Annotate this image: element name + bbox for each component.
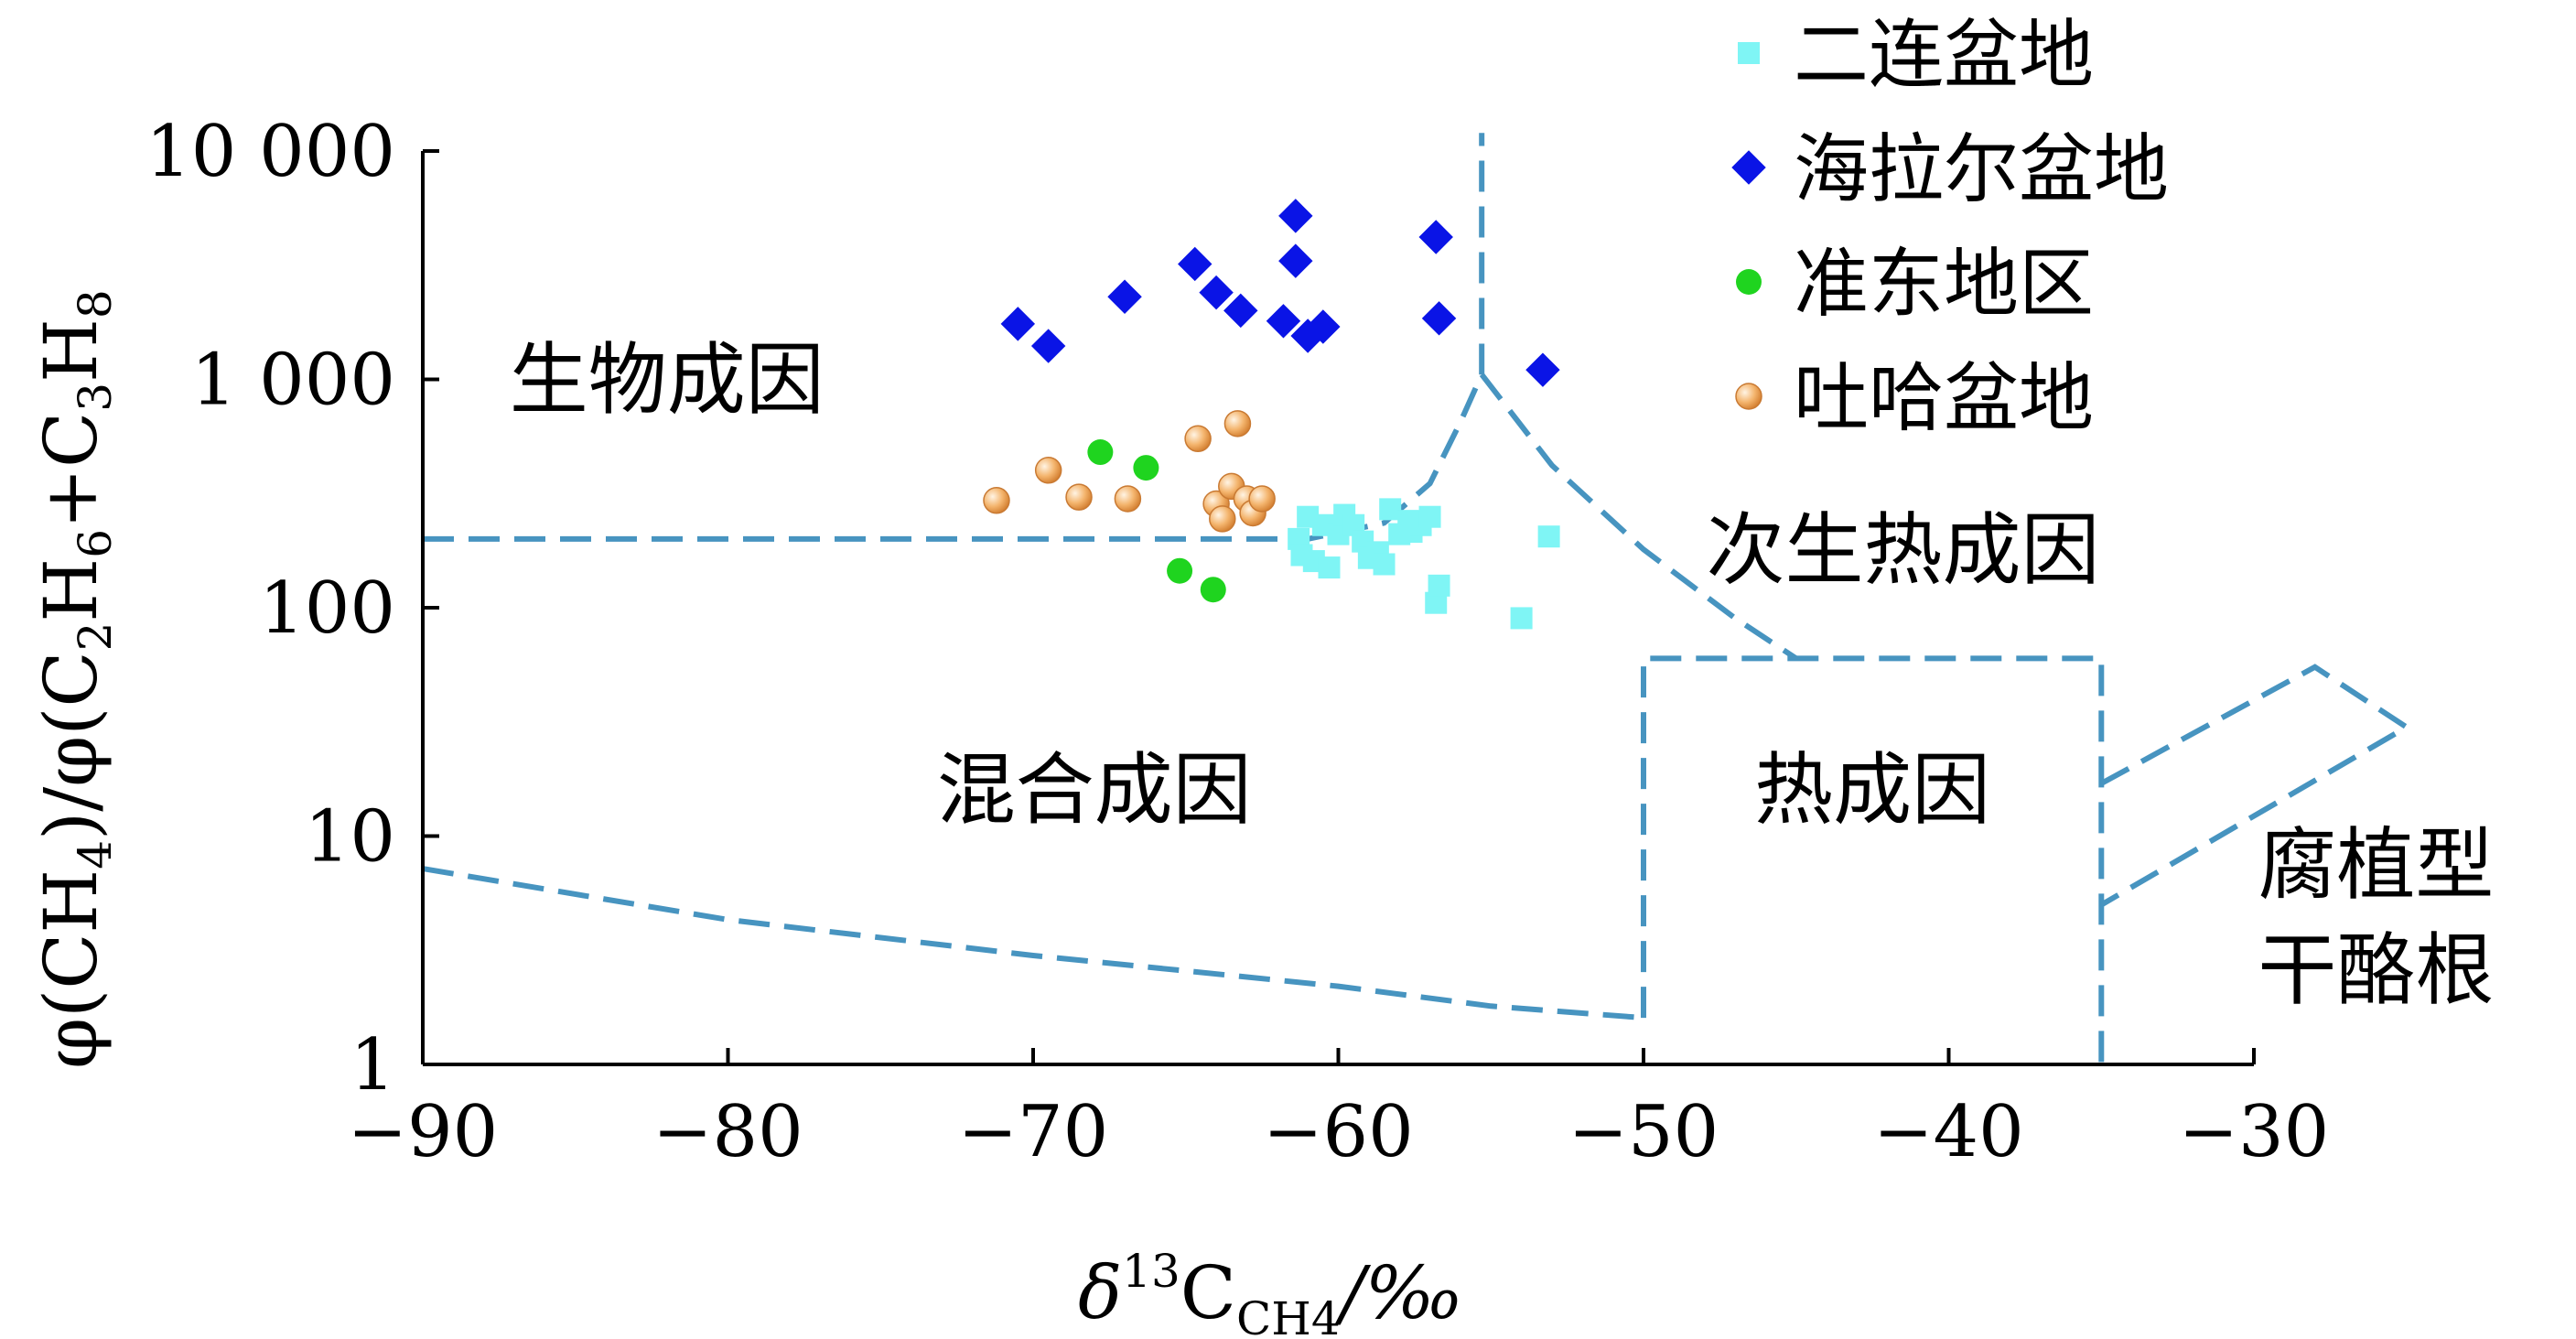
region-label: 腐植型 [2258,820,2494,912]
data-point-sphere [1065,483,1093,511]
x-tick-label: −90 [348,1091,499,1173]
data-point-square [1318,556,1341,579]
series-1 [1288,498,1560,630]
data-point-diamond [1266,304,1301,339]
y-tick-label: 10 [305,796,395,879]
legend-label: 海拉尔盆地 [1794,126,2169,213]
boundary-line-4 [1641,655,2105,1064]
series-4 [983,410,1276,533]
data-point-sphere [1209,505,1236,533]
legend-marker-diamond [1731,150,1766,185]
x-axis-title: δ13CCH4/‰ [1078,1245,1463,1339]
series-2 [1000,199,1560,387]
x-tick-label: −30 [2179,1091,2330,1173]
data-point-circle [1167,557,1193,584]
data-point-diamond [1525,352,1560,387]
region-label: 干酪根 [2258,924,2494,1016]
y-tick-label: 100 [259,567,395,650]
data-point-diamond [1030,329,1066,363]
region-label: 次生热成因 [1706,504,2099,596]
data-point-diamond [1421,301,1457,336]
data-point-diamond [1278,243,1313,278]
legend-marker-square [1738,42,1760,64]
data-point-diamond [1306,309,1341,344]
data-point-sphere [1034,457,1062,484]
boundary-line-2 [1479,373,1798,661]
legend-marker-sphere [1735,383,1762,410]
y-tick-label: 10 000 [146,111,395,193]
data-point-sphere [983,487,1010,514]
boundary-line-5 [2099,664,2412,908]
data-points [983,199,1560,630]
legend-marker-circle [1736,269,1762,295]
data-point-square [1379,498,1402,521]
data-point-diamond [1418,220,1453,254]
data-point-sphere [1223,410,1252,437]
region-label: 生物成因 [510,335,825,427]
data-point-diamond [1278,199,1313,233]
data-point-diamond [1178,246,1213,282]
data-point-diamond [1107,279,1142,314]
data-point-diamond [1000,307,1036,341]
data-point-sphere [1184,425,1212,453]
data-point-sphere [1248,485,1276,513]
data-point-circle [1133,455,1159,481]
series-3 [1087,439,1226,603]
data-point-square [1428,574,1450,597]
y-tick-label: 1 000 [191,340,395,422]
legend-label: 准东地区 [1794,241,2094,328]
data-point-diamond [1290,319,1325,353]
x-tick-label: −80 [652,1091,803,1173]
legend-label: 二连盆地 [1794,12,2094,99]
x-tick-label: −60 [1263,1091,1414,1173]
data-point-diamond [1199,275,1234,310]
data-point-diamond [1223,293,1258,329]
ticks: −90 −80 −70 −60 −50 −40 −30 1 10 100 1 000 10 000 [146,111,2329,1173]
x-tick-label: −40 [1873,1091,2024,1173]
data-point-circle [1200,577,1226,603]
legend-label: 吐哈盆地 [1794,355,2094,442]
x-tick-label: −70 [958,1091,1109,1173]
boundary-line-3 [422,866,1644,1021]
data-point-circle [1087,439,1114,466]
y-tick-label: 1 [350,1024,395,1107]
y-axis-title: φ(CH4)/φ(C2H6+C3H8 [28,289,122,1069]
data-point-square [1373,553,1396,576]
data-point-square [1537,525,1560,548]
region-label: 热成因 [1754,745,1990,837]
data-point-square [1510,607,1533,630]
data-point-sphere [1114,485,1142,513]
data-point-square [1418,505,1441,528]
region-label: 混合成因 [937,745,1252,837]
x-tick-label: −50 [1568,1091,1719,1173]
boundary-lines [422,133,2412,1064]
